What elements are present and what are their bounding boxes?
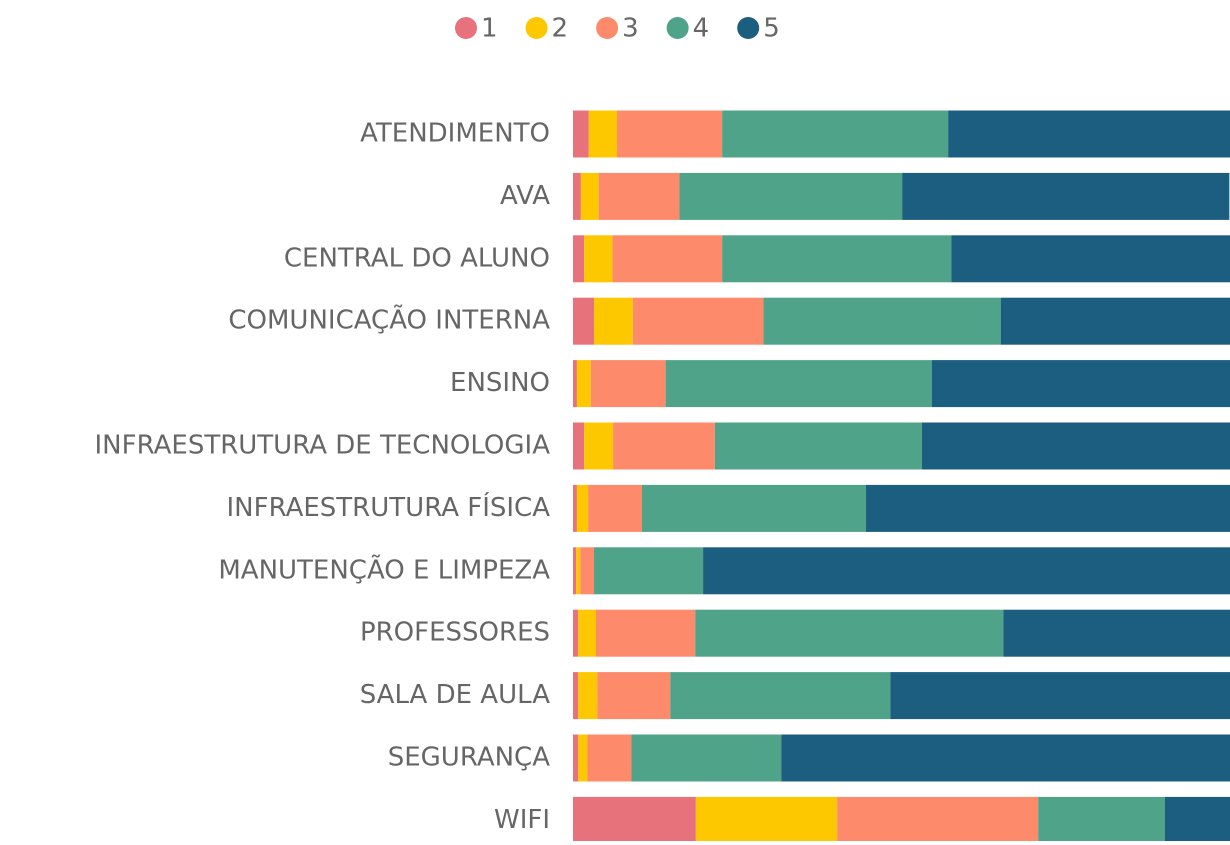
legend-label: 2 — [552, 14, 569, 44]
y-tick-label: SEGURANÇA — [388, 743, 551, 773]
bar-segment — [590, 360, 666, 408]
bar-segment — [573, 110, 589, 158]
legend-label: 5 — [763, 14, 780, 44]
bar-segment — [921, 422, 1230, 470]
bar-segment — [631, 734, 782, 782]
legend-swatch — [525, 17, 548, 39]
bar-segment — [866, 484, 1230, 532]
bar-segment — [679, 172, 903, 220]
legend-swatch — [737, 17, 760, 39]
legend-swatch — [596, 17, 619, 39]
bar-segment — [948, 110, 1230, 158]
legend-label: 1 — [481, 14, 498, 44]
bar-segment — [588, 484, 642, 532]
legend-swatch — [666, 17, 689, 39]
bar-segment — [588, 110, 618, 158]
bar-segment — [573, 609, 579, 657]
bar-segment — [584, 235, 613, 283]
bar-segment — [951, 235, 1230, 283]
bar-segment — [578, 609, 596, 657]
bar-segment — [594, 547, 704, 595]
bar-segment — [573, 422, 585, 470]
bar-segment — [617, 110, 723, 158]
y-tick-label: CENTRAL DO ALUNO — [284, 243, 550, 273]
y-tick-label: PROFESSORES — [360, 618, 550, 648]
bar-segment — [722, 235, 952, 283]
bar-segment — [837, 796, 1039, 844]
bar-segment — [573, 796, 696, 844]
bar-segment — [1038, 796, 1165, 844]
bar-segment — [587, 734, 632, 782]
y-tick-label: ATENDIMENTO — [360, 119, 550, 149]
y-tick-label: INFRAESTRUTURA FÍSICA — [227, 491, 551, 523]
bar-segment — [576, 547, 581, 595]
bar-segment — [576, 484, 589, 532]
y-tick-label: WIFI — [494, 805, 550, 835]
bar-segment — [580, 172, 599, 220]
bar-segment — [578, 734, 588, 782]
bar-segment — [595, 609, 696, 657]
bar-segment — [573, 360, 577, 408]
y-tick-label: SALA DE AULA — [360, 680, 551, 710]
bar-segment — [890, 672, 1230, 720]
bar-segment — [714, 422, 922, 470]
bar-segment — [576, 360, 591, 408]
bar-segment — [632, 297, 764, 345]
legend-swatch — [455, 17, 477, 39]
bar-segment — [902, 172, 1230, 220]
bar-segment — [695, 609, 1004, 657]
bar-segment — [665, 360, 932, 408]
bar-segment — [580, 547, 595, 595]
bar-segment — [695, 796, 838, 844]
bar-segment — [613, 422, 715, 470]
bar-segment — [1164, 796, 1230, 844]
bar-segment — [612, 235, 723, 283]
y-tick-label: AVA — [500, 181, 550, 211]
legend-label: 3 — [622, 14, 639, 44]
bar-segment — [641, 484, 867, 532]
bar-segment — [573, 297, 595, 345]
bar-segment — [573, 484, 577, 532]
legend-label: 4 — [693, 14, 710, 44]
y-tick-label: INFRAESTRUTURA DE TECNOLOGIA — [95, 431, 551, 461]
bar-segment — [763, 297, 1001, 345]
bar-segment — [573, 672, 579, 720]
bar-segment — [1003, 609, 1230, 657]
bar-segment — [594, 297, 633, 345]
y-tick-label: MANUTENÇÃO E LIMPEZA — [218, 553, 550, 585]
bar-segment — [781, 734, 1230, 782]
bar-segment — [597, 672, 671, 720]
bar-segment — [573, 734, 579, 782]
bar-segment — [573, 547, 577, 595]
bar-segment — [1000, 297, 1230, 345]
y-tick-label: COMUNICAÇÃO INTERNA — [228, 304, 550, 336]
bar-segment — [573, 235, 585, 283]
bar-segment — [573, 172, 581, 220]
bar-segment — [670, 672, 891, 720]
bar-segment — [931, 360, 1230, 408]
bar-segment — [703, 547, 1230, 595]
y-tick-label: ENSINO — [450, 368, 550, 398]
bar-segment — [598, 172, 680, 220]
bar-segment — [722, 110, 949, 158]
bar-segment — [584, 422, 614, 470]
bar-segment — [578, 672, 598, 720]
